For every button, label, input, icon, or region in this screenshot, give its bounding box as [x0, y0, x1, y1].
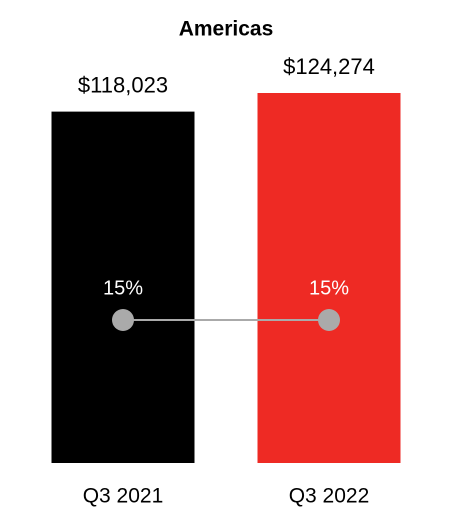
chart-title: Americas: [179, 18, 274, 41]
percent-label: 15%: [103, 277, 143, 299]
percent-label: 15%: [309, 277, 349, 299]
bar: [257, 93, 401, 463]
value-label: $124,274: [283, 54, 375, 79]
value-label: $118,023: [78, 72, 168, 97]
dot: [318, 309, 340, 331]
bar: [51, 111, 195, 463]
dot: [112, 309, 134, 331]
x-tick-label: Q3 2021: [83, 485, 164, 508]
x-tick-label: Q3 2022: [289, 485, 370, 508]
